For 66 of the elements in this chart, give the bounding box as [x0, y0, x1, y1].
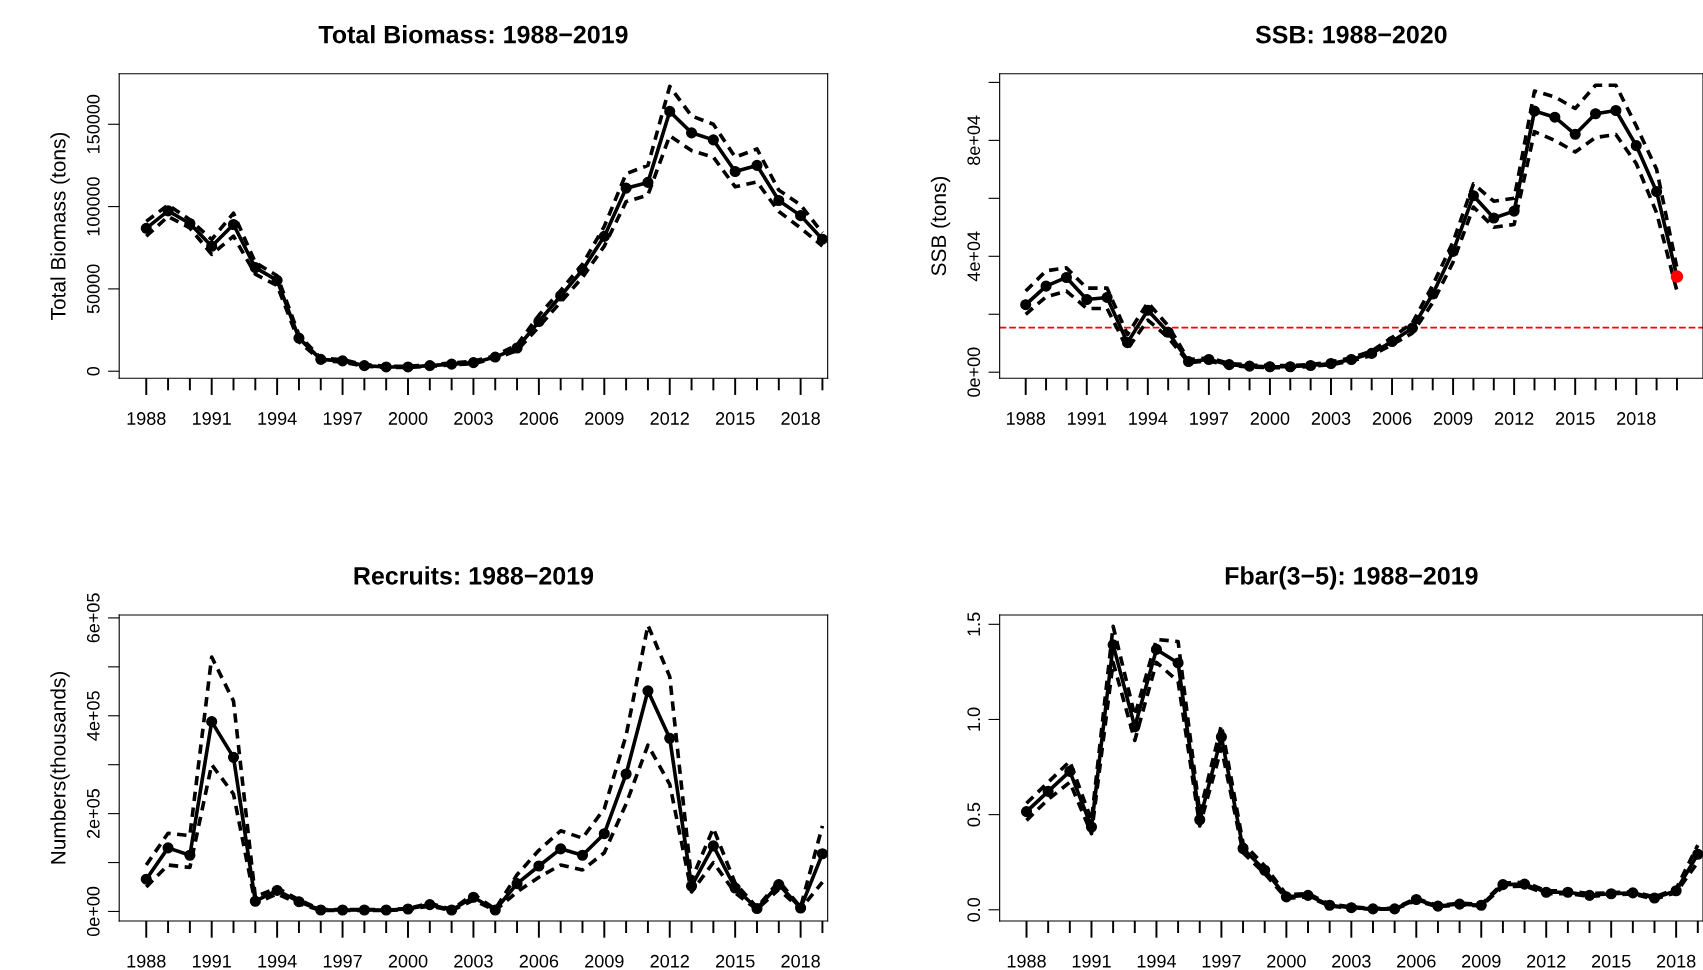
x-tick-label: 2006 — [519, 954, 559, 968]
x-tick-label: 2015 — [716, 954, 755, 968]
x-tick-label: 1988 — [1007, 954, 1046, 968]
chart-title: SSB: 1988−2020 — [1255, 25, 1447, 44]
x-tick-label: 2015 — [716, 412, 755, 425]
y-axis-title: Total Biomass (tons) — [50, 132, 70, 320]
x-tick-label: 2003 — [1332, 954, 1371, 968]
x-tick-label: 1991 — [192, 412, 231, 425]
x-tick-label: 1991 — [192, 954, 231, 968]
y-tick-label: 1.5 — [967, 612, 981, 636]
x-tick-label: 2018 — [1617, 412, 1656, 425]
x-tick-label: 1994 — [258, 412, 297, 425]
x-tick-label: 1997 — [1190, 412, 1229, 425]
x-tick-label: 2012 — [1494, 412, 1534, 425]
y-tick-label: 0.5 — [967, 802, 981, 827]
x-tick-label: 2006 — [519, 412, 559, 425]
x-tick-label: 1988 — [127, 954, 166, 968]
x-tick-label: 2000 — [1250, 412, 1290, 425]
y-tick-label: 0.0 — [967, 897, 981, 922]
chart-title: Total Biomass: 1988−2019 — [318, 25, 628, 44]
y-tick-label: 0 — [86, 366, 100, 376]
x-tick-label: 1994 — [1137, 954, 1176, 968]
x-tick-label: 2009 — [585, 412, 624, 425]
x-tick-label: 2009 — [1462, 954, 1501, 968]
x-tick-label: 1988 — [1007, 412, 1046, 425]
chart-title: Recruits: 1988−2019 — [354, 566, 594, 585]
x-tick-label: 1991 — [1072, 954, 1111, 968]
x-tick-label: 2003 — [1311, 412, 1351, 425]
y-axis-title: Numbers(thousands) — [50, 672, 70, 864]
x-tick-label: 2003 — [454, 412, 493, 425]
y-tick-label: 6e+05 — [86, 593, 100, 643]
x-tick-label: 1994 — [1129, 412, 1168, 425]
x-tick-label: 1991 — [1068, 412, 1106, 425]
x-tick-label: 2006 — [1397, 954, 1436, 968]
x-tick-label: 2000 — [388, 954, 428, 968]
x-tick-label: 2006 — [1372, 412, 1412, 425]
chart-title: Fbar(3−5): 1988−2019 — [1225, 566, 1478, 590]
x-tick-label: 2000 — [1267, 954, 1306, 968]
x-tick-label: 2015 — [1592, 954, 1631, 968]
y-tick-label: 1.0 — [967, 707, 981, 731]
x-tick-label: 2000 — [388, 412, 428, 425]
x-tick-label: 2012 — [1527, 954, 1566, 968]
y-tick-label: 4e+05 — [86, 691, 100, 741]
x-tick-label: 1997 — [323, 412, 362, 425]
y-tick-label: 2e+05 — [86, 789, 100, 839]
y-tick-label: 0e+00 — [967, 347, 981, 397]
y-axis-title: SSB (tons) — [930, 176, 951, 276]
x-tick-label: 2012 — [650, 412, 689, 425]
x-tick-label: 2018 — [781, 412, 820, 425]
x-tick-label: 2009 — [585, 954, 624, 968]
x-tick-label: 2009 — [1433, 412, 1473, 425]
x-tick-label: 2015 — [1556, 412, 1595, 425]
y-tick-label: 0e+00 — [86, 886, 100, 937]
x-tick-label: 1997 — [323, 954, 362, 968]
x-tick-label: 2018 — [1656, 954, 1696, 968]
x-tick-label: 1994 — [258, 954, 297, 968]
x-tick-label: 1988 — [127, 412, 166, 425]
y-tick-label: 4e+04 — [967, 231, 981, 282]
y-tick-label: 150000 — [86, 94, 100, 154]
x-tick-label: 2012 — [650, 954, 689, 968]
x-tick-label: 1997 — [1202, 954, 1241, 968]
x-tick-label: 2018 — [781, 954, 820, 968]
y-tick-label: 50000 — [86, 264, 100, 314]
y-tick-label: 8e+04 — [967, 115, 981, 165]
y-tick-label: 100000 — [86, 177, 100, 236]
x-tick-label: 2003 — [454, 954, 493, 968]
